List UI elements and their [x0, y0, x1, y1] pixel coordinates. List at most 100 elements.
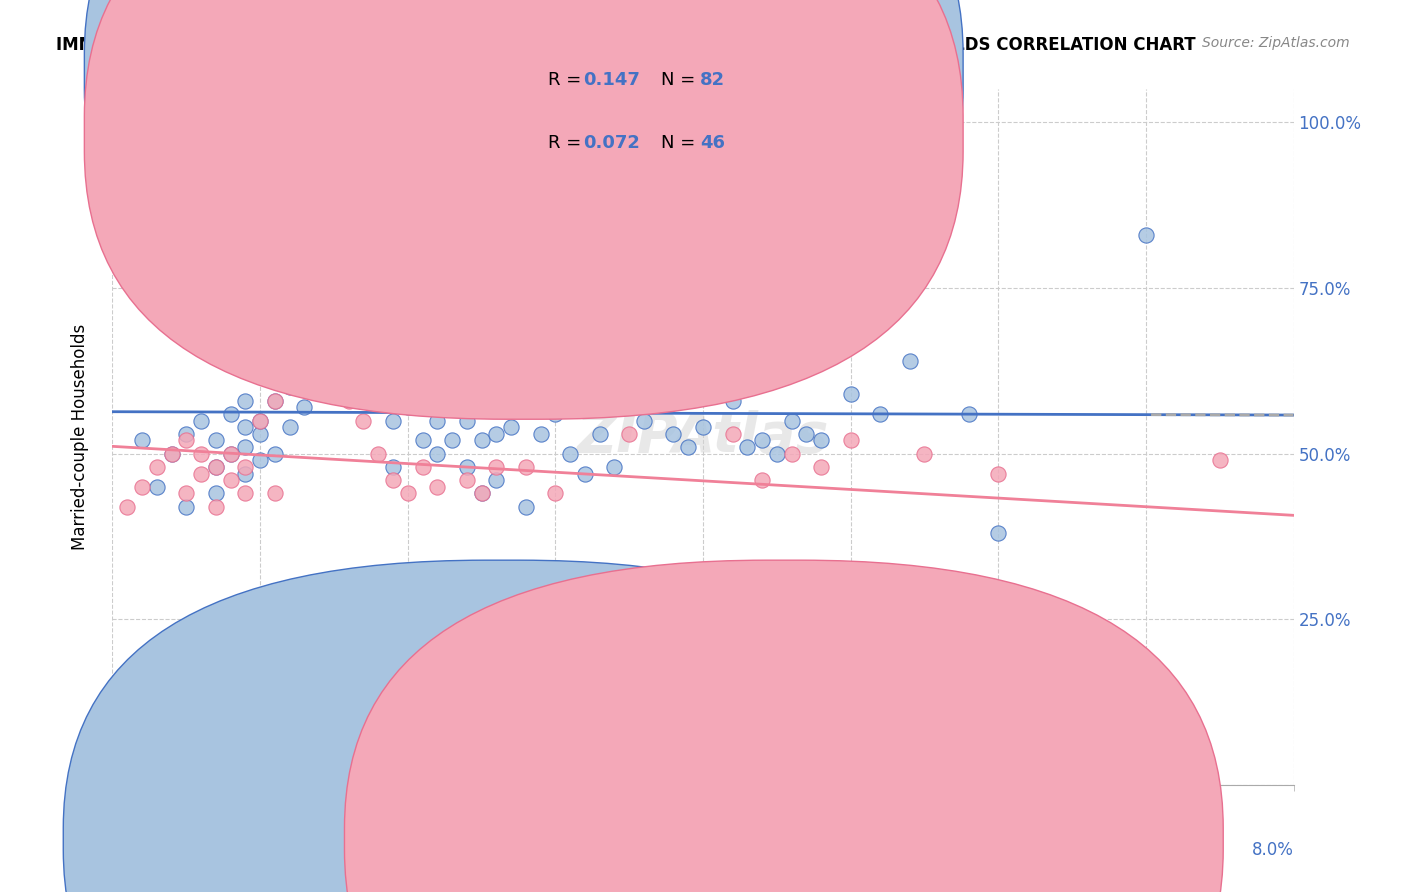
Immigrants from Dominica: [323, 367, 346, 381]
Immigrants from Uzbekistan: [396, 354, 419, 368]
Immigrants from Uzbekistan: [352, 248, 374, 262]
Immigrants from Dominica: [160, 447, 183, 461]
Immigrants from Uzbekistan: [278, 420, 301, 434]
Text: 0.0%: 0.0%: [112, 840, 155, 859]
Immigrants from Uzbekistan: [456, 459, 478, 474]
Immigrants from Uzbekistan: [603, 459, 626, 474]
Immigrants from Dominica: [456, 473, 478, 487]
Immigrants from Uzbekistan: [264, 367, 287, 381]
Immigrants from Dominica: [839, 434, 862, 448]
Immigrants from Uzbekistan: [367, 360, 389, 375]
Immigrants from Dominica: [412, 459, 434, 474]
Immigrants from Uzbekistan: [796, 426, 818, 441]
Immigrants from Uzbekistan: [412, 434, 434, 448]
Immigrants from Uzbekistan: [957, 407, 980, 421]
Immigrants from Uzbekistan: [560, 447, 582, 461]
Immigrants from Uzbekistan: [737, 440, 759, 454]
Immigrants from Uzbekistan: [278, 341, 301, 355]
Immigrants from Uzbekistan: [249, 413, 271, 427]
Immigrants from Dominica: [264, 393, 287, 408]
Text: N =: N =: [661, 134, 700, 152]
Immigrants from Dominica: [869, 632, 891, 647]
Immigrants from Uzbekistan: [441, 434, 464, 448]
Immigrants from Uzbekistan: [456, 413, 478, 427]
Text: R =: R =: [548, 134, 588, 152]
Text: 46: 46: [700, 134, 725, 152]
Immigrants from Dominica: [619, 426, 641, 441]
Immigrants from Dominica: [367, 447, 389, 461]
Immigrants from Uzbekistan: [264, 447, 287, 461]
Immigrants from Uzbekistan: [485, 473, 508, 487]
Immigrants from Uzbekistan: [323, 281, 346, 295]
Immigrants from Uzbekistan: [1135, 227, 1157, 242]
Immigrants from Uzbekistan: [323, 347, 346, 361]
Immigrants from Uzbekistan: [146, 480, 169, 494]
Immigrants from Uzbekistan: [367, 327, 389, 342]
Immigrants from Dominica: [190, 467, 212, 481]
Text: IMMIGRANTS FROM UZBEKISTAN VS IMMIGRANTS FROM DOMINICA MARRIED-COUPLE HOUSEHOLDS: IMMIGRANTS FROM UZBEKISTAN VS IMMIGRANTS…: [56, 36, 1197, 54]
Immigrants from Uzbekistan: [249, 426, 271, 441]
Immigrants from Dominica: [233, 486, 256, 500]
Immigrants from Uzbekistan: [426, 447, 449, 461]
Immigrants from Uzbekistan: [292, 314, 315, 328]
Immigrants from Uzbekistan: [633, 413, 655, 427]
Immigrants from Uzbekistan: [219, 447, 242, 461]
Immigrants from Uzbekistan: [219, 407, 242, 421]
Immigrants from Uzbekistan: [190, 413, 212, 427]
Immigrants from Dominica: [544, 486, 567, 500]
Immigrants from Dominica: [131, 480, 153, 494]
Immigrants from Uzbekistan: [292, 401, 315, 415]
Immigrants from Uzbekistan: [441, 401, 464, 415]
Immigrants from Uzbekistan: [619, 367, 641, 381]
Immigrants from Uzbekistan: [278, 380, 301, 394]
Y-axis label: Married-couple Households: Married-couple Households: [70, 324, 89, 550]
Immigrants from Uzbekistan: [588, 426, 610, 441]
Immigrants from Uzbekistan: [515, 500, 537, 514]
Text: ZIPAtlas: ZIPAtlas: [576, 410, 830, 464]
Immigrants from Dominica: [278, 367, 301, 381]
Immigrants from Uzbekistan: [308, 301, 330, 315]
Immigrants from Uzbekistan: [501, 420, 523, 434]
Text: 0.147: 0.147: [583, 71, 640, 89]
Immigrants from Uzbekistan: [396, 401, 419, 415]
Text: 82: 82: [700, 71, 725, 89]
Immigrants from Uzbekistan: [205, 459, 228, 474]
Immigrants from Dominica: [249, 367, 271, 381]
Immigrants from Dominica: [810, 459, 832, 474]
Immigrants from Uzbekistan: [323, 314, 346, 328]
Text: 0.072: 0.072: [583, 134, 640, 152]
Immigrants from Uzbekistan: [412, 393, 434, 408]
Immigrants from Dominica: [146, 459, 169, 474]
Immigrants from Dominica: [233, 459, 256, 474]
Immigrants from Uzbekistan: [174, 426, 197, 441]
Immigrants from Dominica: [308, 380, 330, 394]
Immigrants from Uzbekistan: [485, 426, 508, 441]
Immigrants from Uzbekistan: [337, 334, 360, 348]
Immigrants from Uzbekistan: [292, 347, 315, 361]
Immigrants from Uzbekistan: [131, 434, 153, 448]
Text: Immigrants from Dominica: Immigrants from Dominica: [815, 830, 1038, 847]
Immigrants from Dominica: [219, 473, 242, 487]
Immigrants from Dominica: [662, 625, 685, 640]
Text: N =: N =: [661, 71, 700, 89]
Immigrants from Uzbekistan: [233, 393, 256, 408]
Immigrants from Uzbekistan: [751, 434, 773, 448]
Text: 8.0%: 8.0%: [1251, 840, 1294, 859]
Immigrants from Dominica: [751, 473, 773, 487]
Immigrants from Uzbekistan: [839, 387, 862, 401]
Immigrants from Dominica: [1208, 453, 1232, 467]
Immigrants from Dominica: [219, 447, 242, 461]
Immigrants from Uzbekistan: [174, 500, 197, 514]
Immigrants from Dominica: [174, 434, 197, 448]
Immigrants from Dominica: [382, 473, 405, 487]
Immigrants from Uzbekistan: [662, 426, 685, 441]
Immigrants from Dominica: [205, 459, 228, 474]
Immigrants from Uzbekistan: [233, 420, 256, 434]
Immigrants from Uzbekistan: [160, 447, 183, 461]
Immigrants from Uzbekistan: [337, 374, 360, 388]
Immigrants from Uzbekistan: [692, 420, 714, 434]
Immigrants from Uzbekistan: [249, 453, 271, 467]
Immigrants from Dominica: [117, 500, 138, 514]
Immigrants from Dominica: [337, 393, 360, 408]
Immigrants from Dominica: [515, 459, 537, 474]
